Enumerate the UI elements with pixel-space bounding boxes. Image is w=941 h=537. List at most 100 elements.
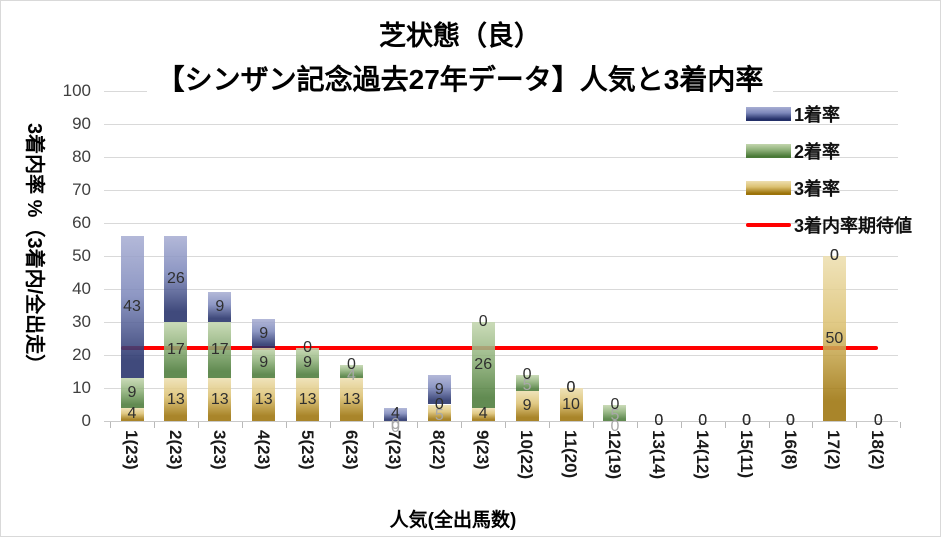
bar-value-label: 13 xyxy=(210,390,229,408)
bar-segment-win2-5(23) xyxy=(296,348,320,379)
category-label-16(8): 16(8) xyxy=(780,430,800,470)
bar-value-label: 0 xyxy=(390,416,400,434)
category-label-10(22): 10(22) xyxy=(517,430,537,480)
bar-value-label: 26 xyxy=(166,270,185,288)
bar-value-label: 0 xyxy=(347,355,356,373)
bar-segment-win3-6(23) xyxy=(340,378,363,421)
category-label-12(19): 12(19) xyxy=(604,430,624,480)
y-axis-title: 3着内率 %（3着内/全出走） xyxy=(23,123,45,375)
legend: 1着率 2着率 3着率 3着内率期待値 xyxy=(746,102,912,250)
chart-title-line2: 【シンザン記念過去27年データ】人気と3着内率 xyxy=(146,58,774,98)
gridline-70 xyxy=(104,189,898,191)
x-tick-mark xyxy=(724,422,726,428)
bar-value-label: 13 xyxy=(342,390,361,408)
x-tick-mark xyxy=(900,422,902,428)
bar-value-label: 0 xyxy=(566,379,576,396)
bar-value-label: 0 xyxy=(698,412,708,429)
bar-value-label: 0 xyxy=(610,395,620,413)
bar-value-label: 9 xyxy=(259,324,269,342)
bar-segment-win2-3(23) xyxy=(208,322,232,379)
bar-value-label: 4 xyxy=(347,366,356,384)
bar-value-label: 0 xyxy=(610,417,620,435)
bar-segment-win1-8(22) xyxy=(427,374,451,405)
bar-value-label: 43 xyxy=(123,298,141,316)
y-tick-label-20: 20 xyxy=(72,345,91,364)
chart-title-line2-wrap: 【シンザン記念過去27年データ】人気と3着内率 xyxy=(1,58,919,98)
x-tick-mark xyxy=(285,422,287,428)
bar-value-label: 0 xyxy=(654,412,664,429)
bar-value-label: 10 xyxy=(562,395,580,413)
bar-value-label: 0 xyxy=(434,395,444,413)
x-tick-mark xyxy=(856,422,858,428)
bar-value-label: 4 xyxy=(127,405,137,423)
bar-segment-win2-2(23) xyxy=(164,322,188,379)
bar-value-label: 5 xyxy=(610,406,620,424)
bar-value-label: 17 xyxy=(210,341,229,359)
bar-value-label: 0 xyxy=(873,412,883,429)
bar-value-label: 4 xyxy=(390,405,400,423)
bar-segment-win3-8(22) xyxy=(427,404,451,421)
bar-value-label: 0 xyxy=(786,412,795,429)
x-tick-mark xyxy=(153,422,155,428)
y-tick-label-100: 100 xyxy=(62,81,91,100)
y-tick-label-0: 0 xyxy=(81,411,91,430)
bar-value-label: 0 xyxy=(303,339,313,357)
bar-value-label: 13 xyxy=(254,390,273,408)
bar-value-label: 0 xyxy=(829,247,839,264)
gridline-40 xyxy=(104,288,898,290)
gridline-20 xyxy=(104,354,898,356)
x-tick-mark xyxy=(417,422,419,428)
bar-value-label: 0 xyxy=(786,412,795,429)
bar-value-label: 0 xyxy=(698,412,708,429)
bar-value-label: 13 xyxy=(298,390,317,408)
bar-segment-win1-3(23) xyxy=(208,292,232,322)
legend-label-expected: 3着内率期待値 xyxy=(794,215,913,236)
bar-value-label: 17 xyxy=(166,341,185,359)
chart-title-line1: 芝状態（良） xyxy=(379,21,541,51)
legend-swatch-win1 xyxy=(746,106,791,121)
bar-value-label: 9 xyxy=(127,383,137,401)
y-tick-label-50: 50 xyxy=(72,246,91,265)
bar-value-label: 9 xyxy=(215,298,225,316)
bar-value-label: 0 xyxy=(390,419,400,436)
y-tick-label-30: 30 xyxy=(72,312,91,331)
category-label-18(2): 18(2) xyxy=(868,430,888,470)
x-tick-mark xyxy=(680,422,682,428)
category-label-5(23): 5(23) xyxy=(297,430,317,470)
bar-segment-win2-4(23) xyxy=(252,348,276,379)
bar-segment-win3-4(23) xyxy=(252,378,276,421)
gridline-90 xyxy=(104,123,898,125)
bar-segment-win2-12(19) xyxy=(603,404,627,421)
bar-value-label: 0 xyxy=(522,365,532,383)
category-label-17(2): 17(2) xyxy=(824,430,844,470)
legend-swatch-win3 xyxy=(746,180,791,195)
category-label-4(23): 4(23) xyxy=(253,430,273,470)
category-label-2(23): 2(23) xyxy=(165,430,185,470)
bar-segment-win2-9(23) xyxy=(471,322,495,408)
bar-value-label: 9 xyxy=(434,380,444,398)
legend-label-win3: 3着率 xyxy=(794,178,841,199)
bar-value-label: 0 xyxy=(742,412,752,429)
category-label-15(11): 15(11) xyxy=(736,430,756,479)
x-tick-mark xyxy=(812,422,814,428)
x-tick-mark xyxy=(373,422,375,428)
bar-value-label: 9 xyxy=(522,397,532,415)
x-tick-mark xyxy=(505,422,507,428)
x-tick-mark xyxy=(592,422,594,428)
bar-segment-win1-4(23) xyxy=(252,318,276,349)
bar-value-label: 50 xyxy=(825,329,844,347)
category-label-9(23): 9(23) xyxy=(473,430,493,470)
category-label-6(23): 6(23) xyxy=(341,430,361,470)
bar-value-label: 0 xyxy=(873,412,883,429)
bar-value-label: 0 xyxy=(742,412,752,429)
legend-item-win2: 2着率 xyxy=(746,139,912,162)
bar-segment-win3-5(23) xyxy=(296,378,320,421)
x-tick-mark xyxy=(241,422,243,428)
category-label-7(23): 7(23) xyxy=(385,430,405,470)
gridline-50 xyxy=(104,255,898,257)
bar-value-label: 0 xyxy=(873,412,883,429)
y-tick-label-80: 80 xyxy=(72,147,91,166)
legend-item-win1: 1着率 xyxy=(746,102,912,125)
gridline-0 xyxy=(104,420,898,422)
